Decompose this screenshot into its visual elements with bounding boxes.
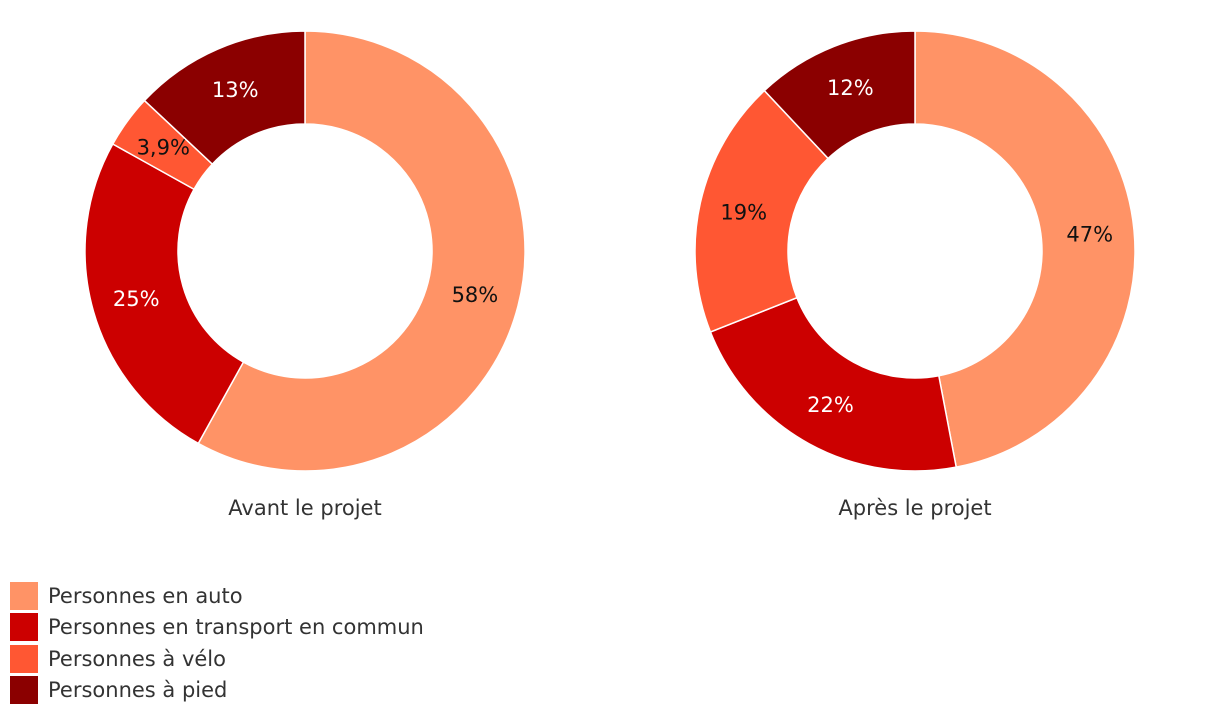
legend-swatch-pied xyxy=(10,676,38,705)
legend-label-pied: Personnes à pied xyxy=(48,678,228,703)
slice-label-apres-velo: 19% xyxy=(720,201,767,225)
slice-label-avant-transport: 25% xyxy=(113,287,160,311)
slice-apres-velo xyxy=(694,89,830,333)
legend-label-velo: Personnes à vélo xyxy=(48,646,226,671)
legend-item-transport: Personnes en transport en commun xyxy=(10,612,424,644)
chart-caption-avant: Avant le projet xyxy=(228,496,381,520)
legend-item-velo: Personnes à vélo xyxy=(10,643,424,675)
slice-apres-transport xyxy=(709,296,958,472)
slice-label-avant-auto: 58% xyxy=(452,283,499,307)
chart-caption-apres: Après le projet xyxy=(838,496,991,520)
slice-apres-auto xyxy=(914,30,1136,468)
legend-item-pied: Personnes à pied xyxy=(10,675,424,707)
legend-label-transport: Personnes en transport en commun xyxy=(48,615,424,640)
slice-label-apres-transport: 22% xyxy=(807,393,854,417)
legend-label-auto: Personnes en auto xyxy=(48,583,243,608)
slice-label-avant-velo: 3,9% xyxy=(137,136,190,160)
donut-chart-avant: 58% 25% 3,9% 13% xyxy=(84,30,526,472)
slice-label-avant-pied: 13% xyxy=(212,78,259,102)
legend-swatch-auto xyxy=(10,581,38,610)
slice-label-apres-pied: 12% xyxy=(827,76,874,100)
slice-apres-pied xyxy=(763,30,916,160)
legend-swatch-velo xyxy=(10,644,38,673)
legend-item-auto: Personnes en auto xyxy=(10,580,424,612)
legend-swatch-transport xyxy=(10,613,38,642)
donut-chart-apres: 47% 22% 19% 12% xyxy=(694,30,1136,472)
slice-avant-pied xyxy=(143,30,306,166)
slice-label-apres-auto: 47% xyxy=(1066,222,1113,246)
slice-avant-transport xyxy=(84,142,245,445)
legend: Personnes en auto Personnes en transport… xyxy=(10,580,424,706)
slice-avant-auto xyxy=(197,30,526,472)
